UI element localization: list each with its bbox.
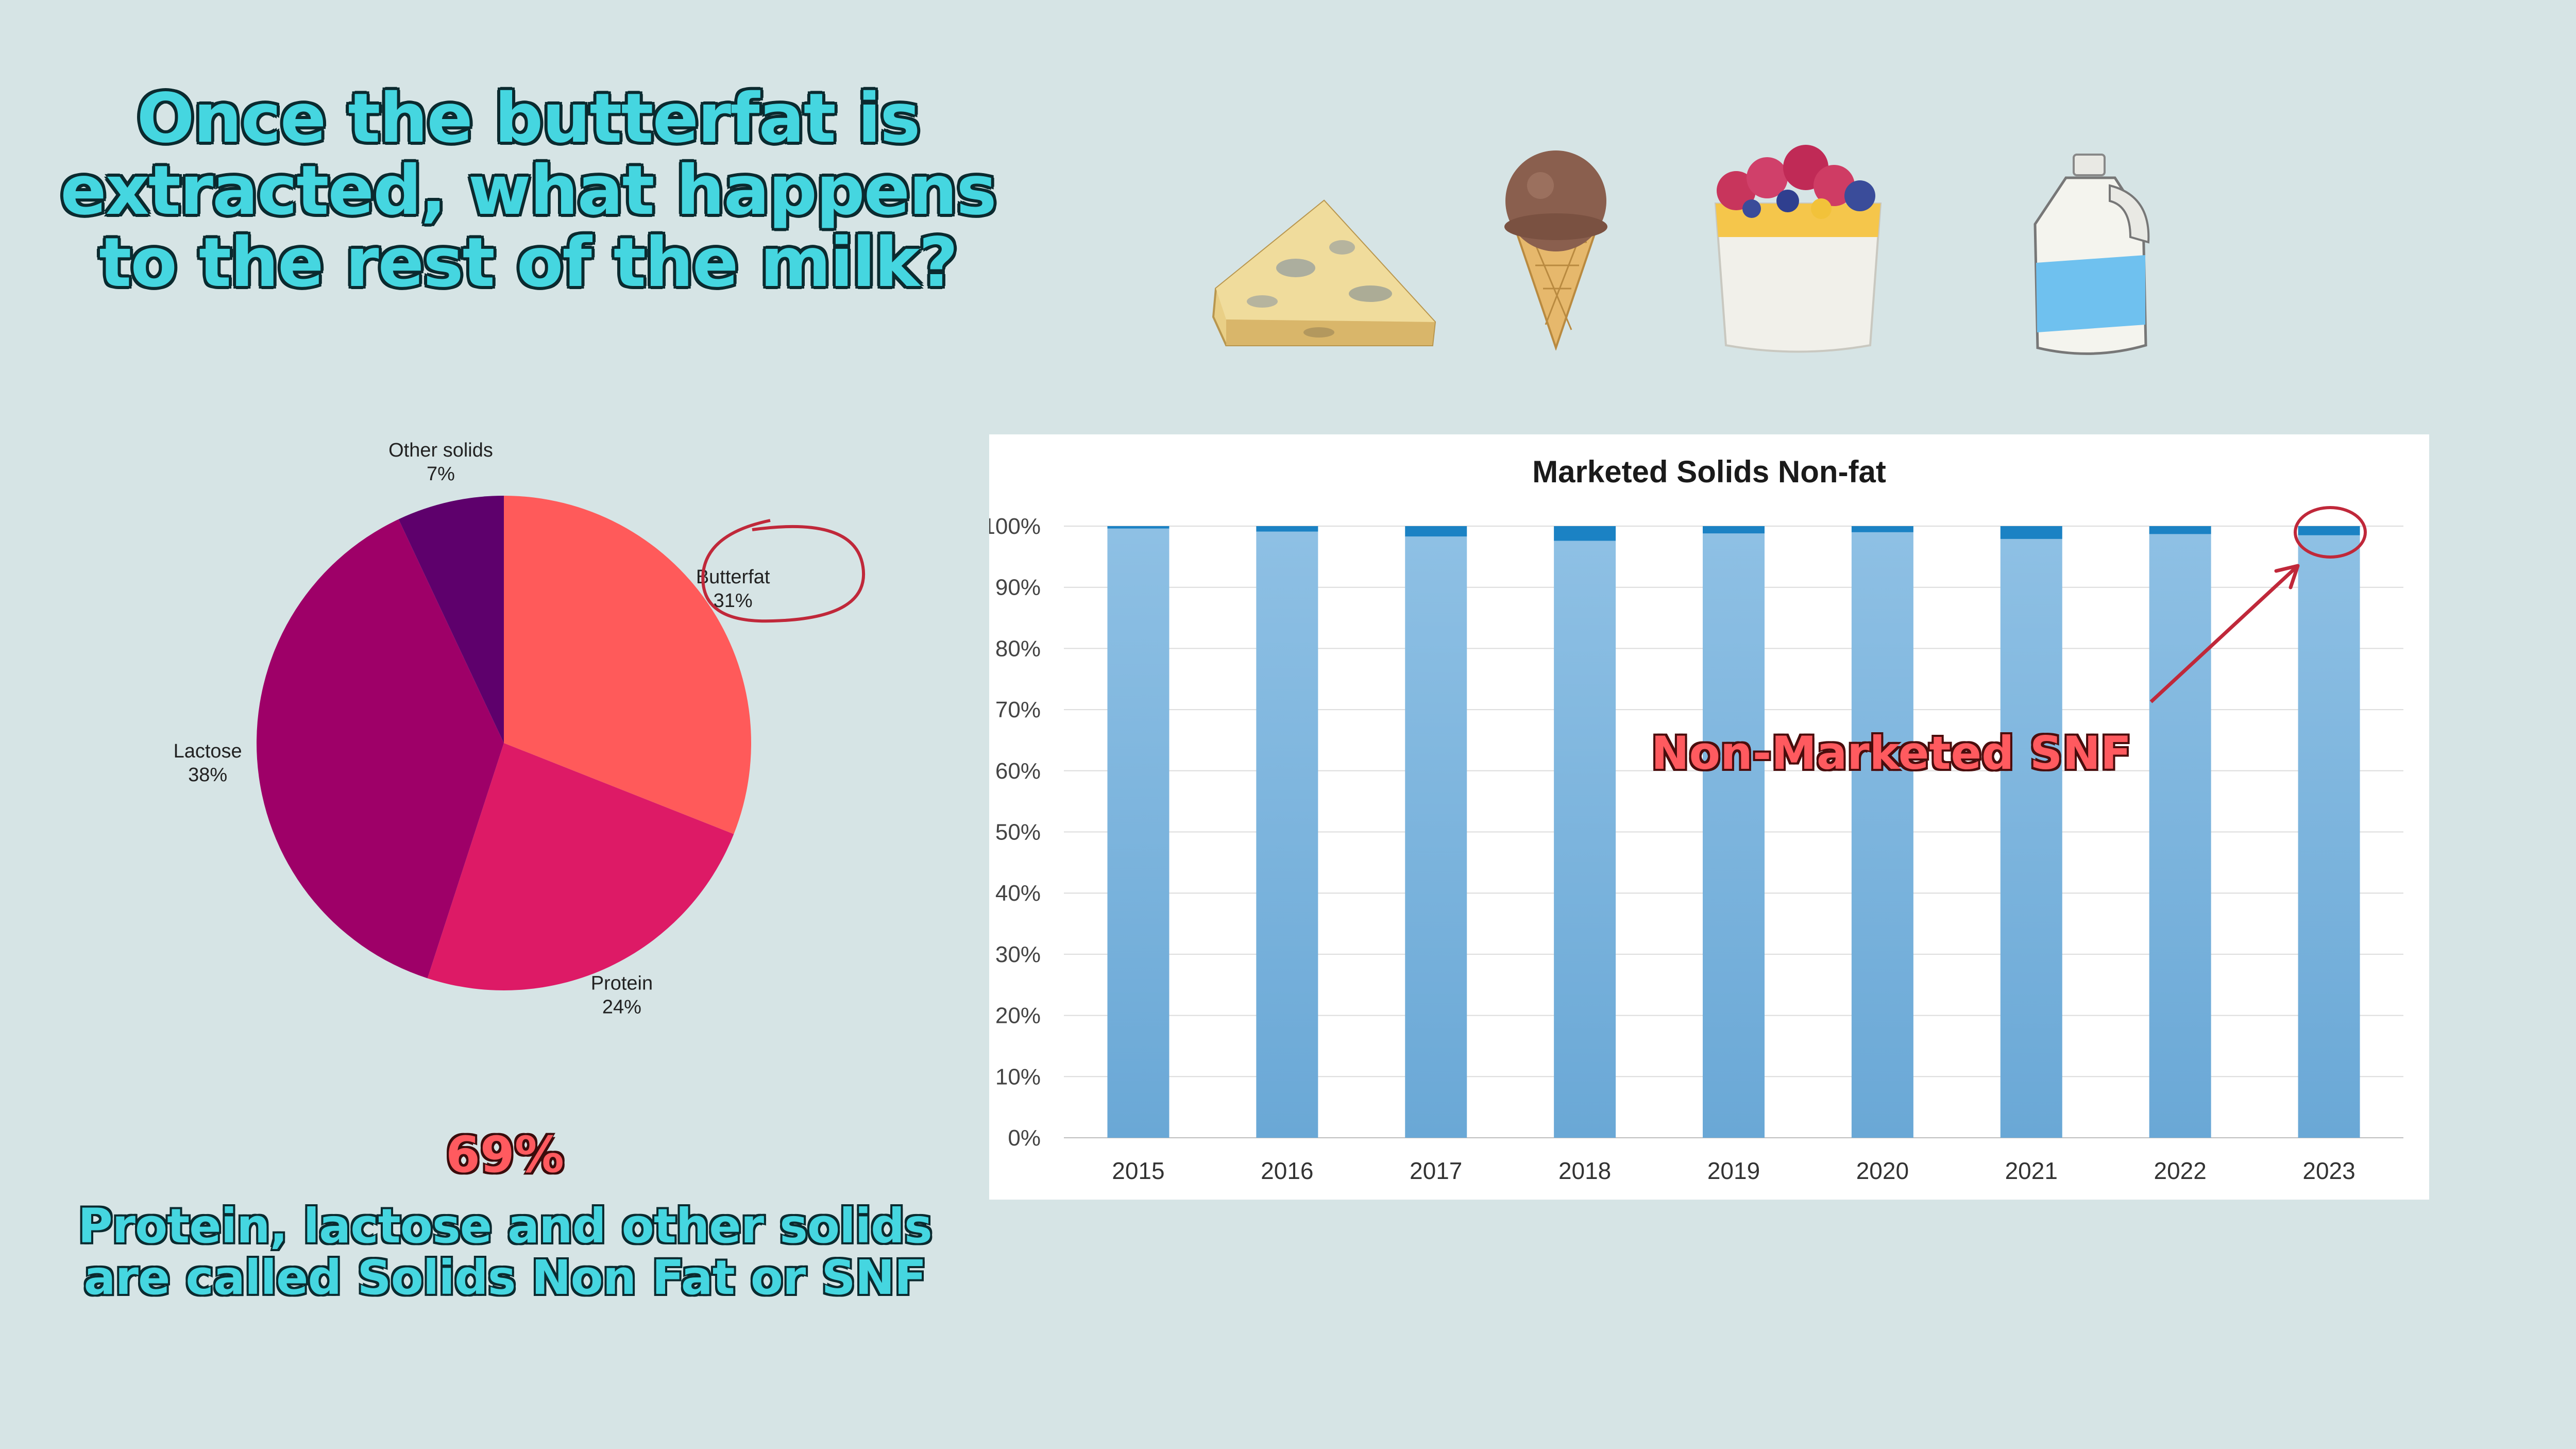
y-tick-label: 30%: [995, 942, 1041, 967]
y-tick-label: 0%: [1008, 1125, 1041, 1151]
bar-marketed-2016: [1256, 531, 1318, 1138]
x-tick-label-2016: 2016: [1261, 1157, 1313, 1184]
x-tick-label-2019: 2019: [1707, 1157, 1760, 1184]
y-tick-label: 90%: [995, 575, 1041, 600]
snf-explanation-line: are called Solids Non Fat or SNF: [83, 1250, 926, 1305]
headline-line: to the rest of the milk?: [99, 223, 958, 302]
bar-chart: 0% 10% 20% 30% 40% 50% 60% 70% 80% 90% 100% 2015 201…: [989, 514, 2403, 1184]
x-tick-label-2018: 2018: [1558, 1157, 1611, 1184]
bar-non-marketed-2023: [2298, 526, 2360, 535]
bar-non-marketed-2015: [1107, 526, 1170, 529]
pie-value-protein: 24%: [602, 996, 641, 1018]
bar-marketed-2018: [1554, 541, 1616, 1138]
x-tick-label-2020: 2020: [1856, 1157, 1909, 1184]
pie-slice-lactose: [256, 519, 504, 979]
bar-marketed-2017: [1405, 536, 1467, 1138]
bar-marketed-2022: [2149, 534, 2211, 1138]
bar-non-marketed-2016: [1256, 526, 1318, 532]
bar-marketed-2015: [1107, 528, 1170, 1138]
x-tick-label-2022: 2022: [2154, 1157, 2206, 1184]
bar-non-marketed-2018: [1554, 526, 1616, 541]
headline: Once the butterfat is extracted, what ha…: [57, 82, 999, 299]
pie-slice-protein: [427, 743, 734, 990]
x-tick-label-2023: 2023: [2302, 1157, 2355, 1184]
bar-non-marketed-2019: [1703, 526, 1765, 534]
pie-value-other-solids: 7%: [427, 463, 455, 485]
bar-marketed-2019: [1703, 533, 1765, 1138]
x-tick-label-2015: 2015: [1112, 1157, 1164, 1184]
pie-label-other-solids: Other solids: [388, 440, 493, 461]
bar-chart-title: Marketed Solids Non-fat: [1532, 454, 1886, 489]
snf-percent: 69%: [446, 1126, 564, 1184]
headline-line: extracted, what happens: [60, 151, 997, 230]
x-tick-label-2021: 2021: [2005, 1157, 2058, 1184]
bar-non-marketed-2017: [1405, 526, 1467, 537]
snf-explanation-line: Protein, lactose and other solids: [78, 1199, 933, 1254]
pie-slice-butterfat: [504, 496, 752, 834]
pie-label-protein: Protein: [591, 972, 653, 994]
pie-slice-other-solids: [398, 496, 504, 743]
milk-jug-icon: [2033, 154, 2150, 355]
y-tick-label: 100%: [989, 514, 1041, 539]
bar-marketed-2023: [2298, 535, 2360, 1138]
y-tick-label: 70%: [995, 697, 1041, 722]
annotation-arrow: [2149, 564, 2300, 703]
bar-marketed-2020: [1851, 532, 1913, 1138]
pie-value-lactose: 38%: [188, 764, 227, 786]
pie-value-butterfat: 31%: [714, 590, 753, 612]
y-tick-label: 80%: [995, 636, 1041, 661]
x-tick-label-2017: 2017: [1410, 1157, 1462, 1184]
headline-line: Once the butterfat is: [137, 79, 920, 158]
bar-non-marketed-2022: [2149, 526, 2211, 534]
highlight-circle-2023: [2294, 506, 2367, 559]
highlight-circle-butterfat: [701, 519, 866, 623]
pie-label-butterfat: Butterfat: [696, 566, 770, 588]
pie-label-lactose: Lactose: [174, 740, 242, 762]
y-tick-label: 20%: [995, 1003, 1041, 1029]
ice-cream-cone-icon: [1504, 150, 1607, 350]
snf-explanation: Protein, lactose and other solids are ca…: [67, 1201, 943, 1304]
bar-chart-card: Marketed Solids Non-fat 0% 10% 20% 30% 40% 50…: [989, 434, 2429, 1200]
y-tick-label: 40%: [995, 881, 1041, 906]
cheese-icon: [1212, 199, 1436, 346]
bar-non-marketed-2021: [2000, 526, 2062, 539]
yogurt-parfait-icon: [1714, 145, 1882, 353]
y-tick-label: 10%: [995, 1064, 1041, 1089]
bar-marketed-2021: [2000, 538, 2062, 1138]
y-tick-label: 50%: [995, 820, 1041, 845]
non-marketed-snf-annotation: Non-Marketed SNF: [1651, 727, 2131, 780]
bar-non-marketed-2020: [1851, 526, 1913, 532]
y-tick-label: 60%: [995, 759, 1041, 784]
